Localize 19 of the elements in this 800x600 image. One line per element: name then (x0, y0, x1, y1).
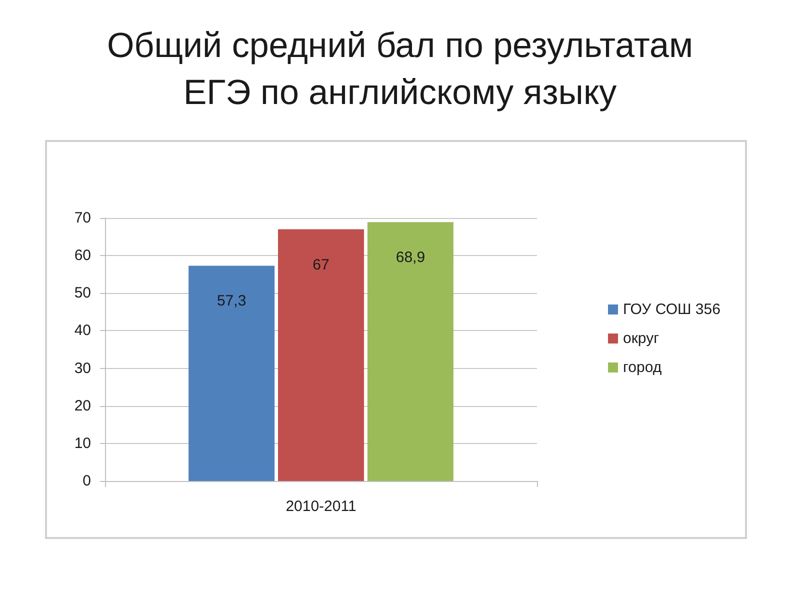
data-label: 68,9 (396, 249, 426, 266)
y-tick-label: 60 (74, 247, 91, 264)
data-label: 57,3 (216, 292, 246, 310)
y-tick-label: 50 (74, 284, 91, 302)
y-tick-label: 20 (74, 397, 91, 414)
y-tick-label: 30 (74, 360, 91, 377)
legend-label: город (623, 359, 662, 376)
chart-title: Общий средний бал по результатам ЕГЭ по английскому языку (106, 25, 694, 114)
legend-label: ГОУ СОШ 356 (623, 301, 720, 318)
legend-label: округ (623, 330, 660, 347)
y-tick-label: 40 (74, 322, 91, 340)
bar (367, 222, 454, 481)
y-tick-label: 0 (82, 472, 91, 490)
bar (188, 266, 275, 481)
x-tick-label: 2010-2011 (286, 498, 356, 515)
data-label: 67 (312, 256, 330, 274)
y-tick-label: 70 (74, 210, 91, 226)
y-tick-label: 10 (74, 434, 91, 452)
bar (278, 229, 364, 481)
